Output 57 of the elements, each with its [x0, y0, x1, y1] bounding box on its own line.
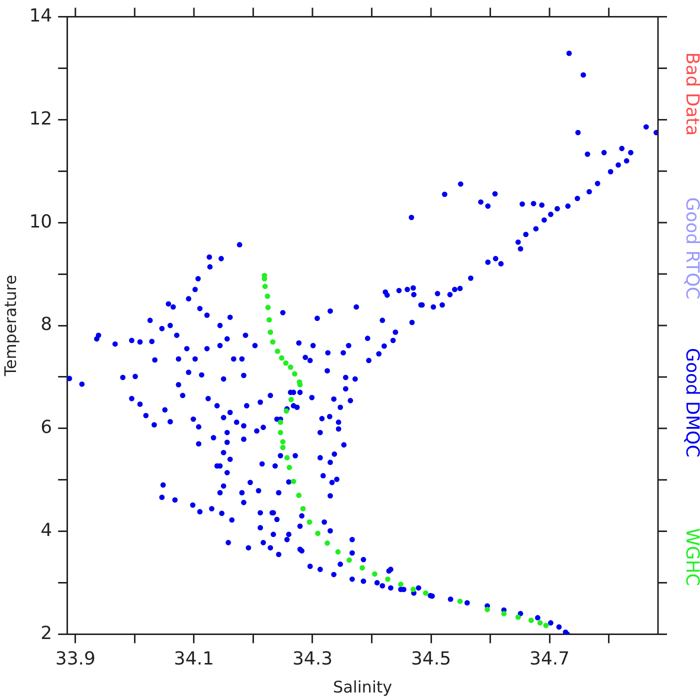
point — [270, 339, 276, 345]
x-tick-label: 34.5 — [410, 648, 452, 670]
point — [262, 284, 268, 290]
point — [410, 586, 416, 592]
point — [360, 565, 365, 571]
point — [422, 590, 428, 596]
point — [346, 557, 352, 563]
y-tick-label: 4 — [40, 520, 52, 541]
point — [515, 614, 521, 620]
point — [280, 444, 286, 450]
point — [484, 606, 490, 612]
point — [372, 571, 378, 577]
point — [278, 420, 284, 425]
legend-label: Good RTQC — [681, 197, 700, 300]
y-tick-label: 14 — [29, 5, 52, 26]
x-tick-label: 34.7 — [530, 648, 570, 670]
y-axis-title: Temperature — [0, 274, 20, 378]
y-tick-label: 12 — [29, 108, 52, 130]
point — [288, 396, 294, 402]
point — [278, 355, 284, 361]
x-axis-title: Salinity — [332, 678, 392, 697]
point — [543, 622, 549, 628]
point — [288, 364, 294, 370]
point — [537, 620, 543, 626]
point — [300, 506, 306, 512]
point — [501, 610, 507, 616]
point — [306, 519, 312, 525]
point — [286, 464, 292, 470]
point — [284, 455, 290, 460]
point — [528, 618, 534, 624]
y-tick-label: 2 — [40, 622, 52, 644]
legend-label: Bad Data — [681, 52, 700, 136]
y-tick-label: 8 — [40, 314, 52, 336]
x-tick-label: 34.3 — [292, 648, 333, 670]
point — [457, 598, 463, 604]
text: WGHC — [681, 528, 700, 586]
point — [335, 549, 341, 555]
point — [290, 478, 296, 484]
y-tick-label: 10 — [29, 211, 52, 232]
point — [278, 430, 284, 436]
point — [385, 576, 390, 582]
point — [283, 360, 288, 366]
point — [280, 439, 286, 444]
point — [296, 492, 302, 498]
point — [268, 329, 274, 335]
point — [274, 348, 280, 354]
x-tick-label: 34.1 — [174, 648, 214, 670]
x-tick-label: 33.9 — [55, 648, 96, 670]
point — [292, 371, 298, 377]
point — [315, 530, 321, 536]
text: Good DMQC — [681, 348, 700, 458]
point — [265, 304, 271, 310]
y-tick-label: 6 — [40, 417, 52, 438]
point — [266, 317, 272, 323]
point — [324, 540, 330, 546]
point — [264, 293, 270, 299]
point — [398, 582, 404, 587]
